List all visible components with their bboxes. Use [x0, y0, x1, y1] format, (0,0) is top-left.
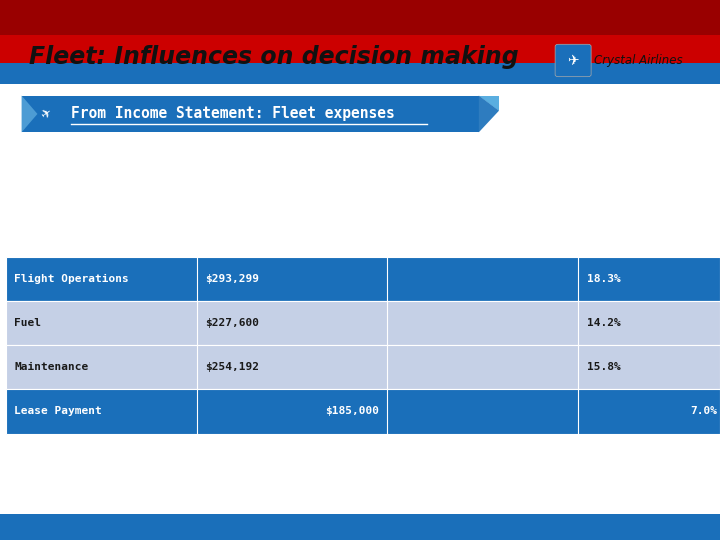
Text: $185,000: $185,000 — [325, 407, 379, 416]
FancyBboxPatch shape — [6, 301, 720, 345]
Polygon shape — [22, 96, 37, 132]
FancyBboxPatch shape — [0, 63, 720, 84]
FancyBboxPatch shape — [0, 0, 720, 65]
FancyBboxPatch shape — [0, 0, 720, 35]
Text: Flight Operations: Flight Operations — [14, 274, 129, 284]
FancyBboxPatch shape — [22, 96, 479, 132]
Text: 15.8%: 15.8% — [587, 362, 621, 372]
FancyBboxPatch shape — [0, 84, 720, 516]
Text: ✈: ✈ — [567, 53, 579, 68]
Text: Fleet: Influences on decision making: Fleet: Influences on decision making — [29, 45, 518, 69]
FancyBboxPatch shape — [0, 514, 720, 540]
Text: From Income Statement: Fleet expenses: From Income Statement: Fleet expenses — [71, 106, 395, 122]
FancyBboxPatch shape — [555, 44, 591, 77]
Text: $227,600: $227,600 — [205, 318, 259, 328]
FancyBboxPatch shape — [6, 256, 720, 301]
Text: Crystal Airlines: Crystal Airlines — [594, 54, 683, 67]
Text: Fuel: Fuel — [14, 318, 42, 328]
Text: 14.2%: 14.2% — [587, 318, 621, 328]
Polygon shape — [479, 96, 499, 132]
Text: Lease Payment: Lease Payment — [14, 407, 102, 416]
Text: $293,299: $293,299 — [205, 274, 259, 284]
Text: ✈: ✈ — [39, 106, 55, 122]
FancyBboxPatch shape — [6, 345, 720, 389]
FancyBboxPatch shape — [6, 389, 720, 434]
Text: $254,192: $254,192 — [205, 362, 259, 372]
Polygon shape — [479, 96, 499, 111]
Text: 18.3%: 18.3% — [587, 274, 621, 284]
Text: Maintenance: Maintenance — [14, 362, 89, 372]
Text: 7.0%: 7.0% — [690, 407, 717, 416]
